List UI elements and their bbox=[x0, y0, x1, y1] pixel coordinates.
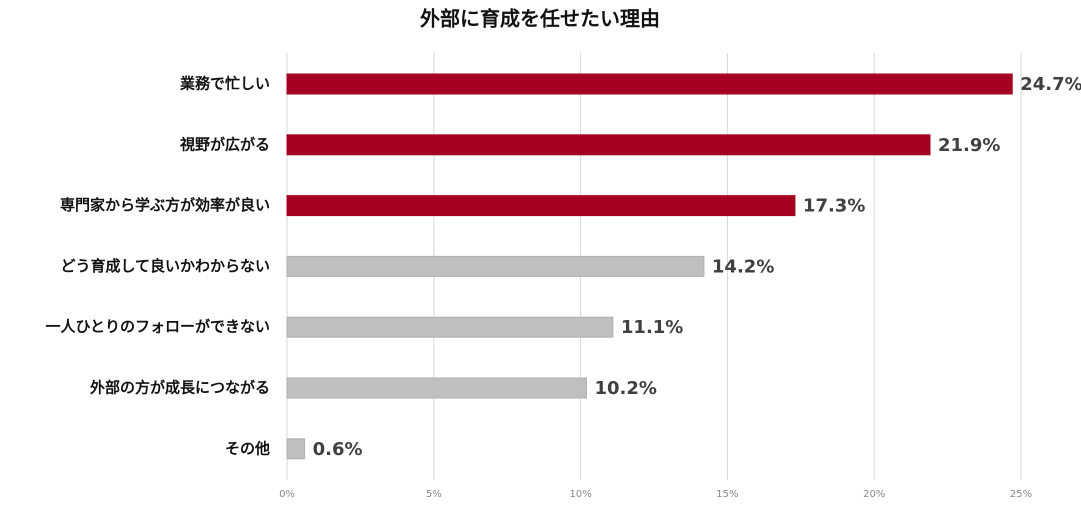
x-tick-label: 15% bbox=[716, 489, 738, 500]
bar bbox=[286, 316, 614, 338]
bar bbox=[286, 377, 587, 399]
y-tick-label: その他 bbox=[225, 439, 270, 457]
value-label: 14.2% bbox=[712, 256, 774, 277]
bar bbox=[286, 134, 931, 156]
bar bbox=[286, 255, 705, 277]
y-tick-label: 一人ひとりのフォローができない bbox=[45, 318, 270, 336]
bar bbox=[286, 73, 1013, 95]
y-tick-label: 業務で忙しい bbox=[179, 75, 270, 93]
x-tick-label: 25% bbox=[1010, 489, 1032, 500]
y-tick-label: どう育成して良いかわからない bbox=[60, 257, 270, 275]
y-tick-label: 視野が広がる bbox=[179, 135, 270, 153]
y-tick-label: 外部の方が成長につながる bbox=[89, 379, 270, 397]
value-label: 24.7% bbox=[1020, 74, 1081, 95]
y-tick-label: 専門家から学ぶ方が効率が良い bbox=[60, 196, 270, 214]
bar bbox=[286, 195, 796, 217]
x-tick-label: 5% bbox=[426, 489, 442, 500]
chart-title: 外部に育成を任せたい理由 bbox=[420, 7, 660, 31]
x-tick-label: 10% bbox=[569, 489, 591, 500]
value-label: 0.6% bbox=[313, 439, 363, 460]
value-label: 10.2% bbox=[594, 378, 656, 399]
value-label: 11.1% bbox=[621, 317, 683, 338]
x-tick-label: 0% bbox=[279, 489, 295, 500]
value-label: 21.9% bbox=[938, 135, 1000, 156]
value-label: 17.3% bbox=[803, 196, 865, 217]
bar bbox=[286, 438, 306, 460]
x-tick-label: 20% bbox=[863, 489, 885, 500]
